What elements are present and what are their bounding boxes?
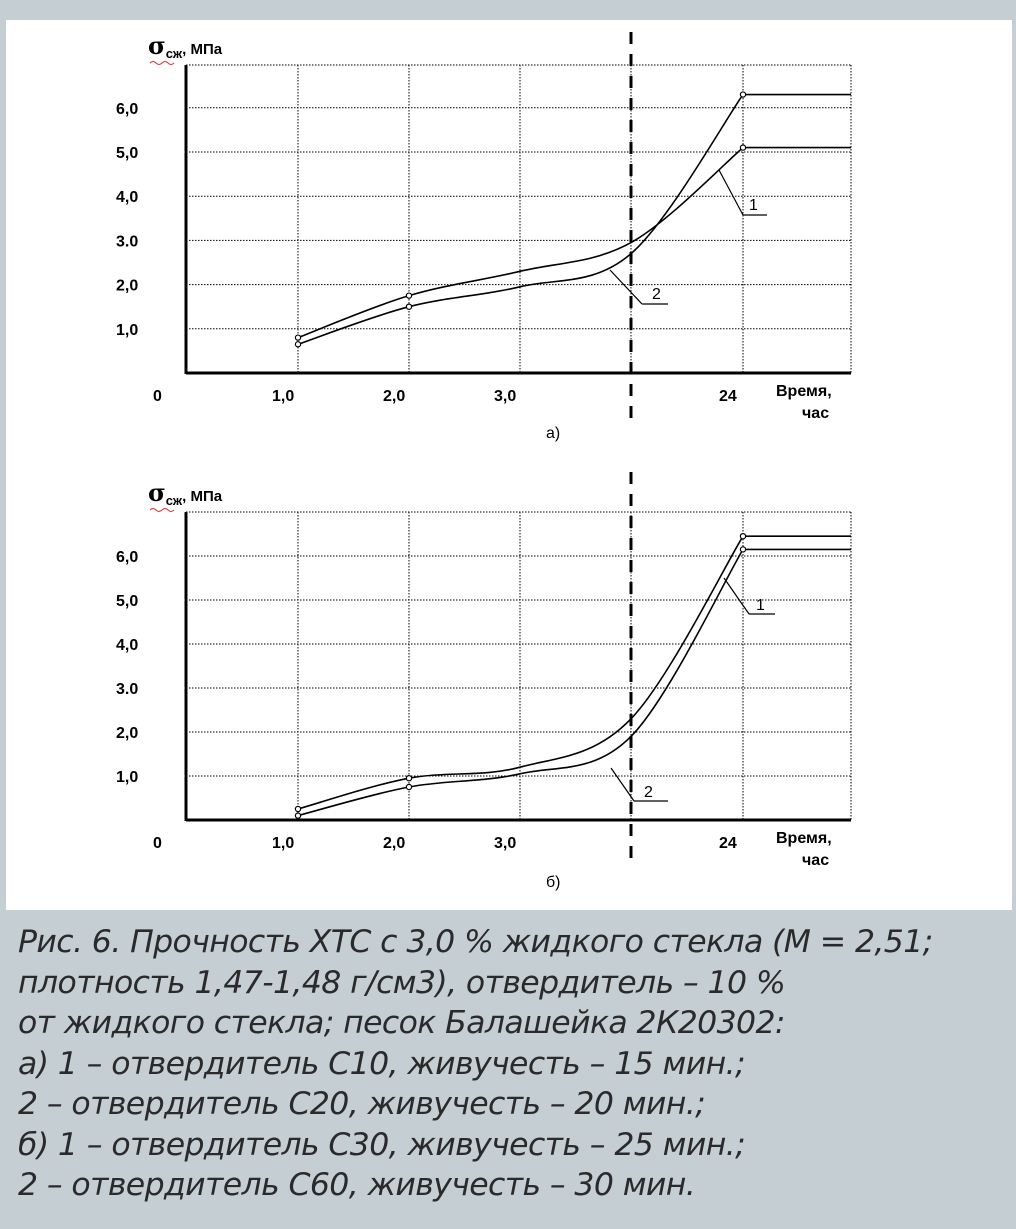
y-tick-label: 2,0: [116, 725, 138, 742]
x-axis-label-unit: час: [802, 852, 829, 869]
x-tick-label: 3,0: [494, 388, 516, 405]
series-1-line: [297, 146, 851, 339]
x-tick-label: 2,0: [383, 388, 405, 405]
series-1-point: [739, 144, 747, 151]
x-tick-label: 3,0: [494, 835, 516, 852]
series-2-point: [739, 91, 747, 98]
caption-line-6: б) 1 – отвердитель С30, живучесть – 25 м…: [18, 1126, 746, 1163]
series-2-line: [297, 548, 851, 817]
y-tick-label: 1,0: [116, 769, 138, 786]
caption-line-2: плотность 1,47-1,48 г/см3), отвердитель …: [18, 964, 786, 1001]
figure-panel: 1,0 2,0 3.0 4,0 5,0 6,0 0 1,0 2,0 3,0 24 Время, час σ…: [6, 20, 1012, 910]
y-tick-label: 6,0: [116, 101, 138, 118]
y-tick-label: 4,0: [116, 189, 138, 206]
x-tick-label: 24: [719, 388, 737, 405]
series-1-point: [739, 533, 747, 540]
y-tick-label: 6,0: [116, 549, 138, 566]
series-2-point: [294, 812, 302, 819]
y-tick-label: 1,0: [116, 322, 138, 339]
subfigure-label: б): [546, 874, 561, 891]
y-tick-label: 3.0: [116, 681, 138, 698]
curve-leader-line: [723, 577, 750, 615]
chart-1: 1,0 2,0 3.0 4,0 5,0 6,0 0 1,0 2,0 3,0 24 Время, час σ…: [116, 31, 852, 442]
y-axis-label: σсж, МПа: [148, 31, 223, 61]
caption-line-3: от жидкого стекла; песок Балашейка 2К203…: [18, 1005, 786, 1041]
chart-2: 1,0 2,0 3.0 4,0 5,0 6,0 0 1,0 2,0 3,0 24 Время, час σ…: [116, 472, 852, 891]
spellcheck-underline: [149, 508, 175, 512]
x-axis-label: Время,: [776, 383, 832, 400]
series-2-point: [405, 783, 413, 791]
x-axis-label: Время,: [776, 830, 832, 847]
curve-leader-line: [610, 767, 635, 802]
spellcheck-underline: [149, 61, 175, 65]
curve-number-label: 2: [652, 286, 661, 303]
curve-leader-line: [609, 269, 643, 305]
caption-line-4: а) 1 – отвердитель С10, живучесть – 15 м…: [18, 1045, 746, 1082]
series-2-point: [405, 303, 413, 310]
x-tick-label: 1,0: [272, 835, 294, 852]
x-axis-label-unit: час: [802, 405, 829, 422]
origin-label: 0: [153, 835, 162, 852]
y-axis-label: σсж, МПа: [148, 478, 223, 508]
x-tick-label: 2,0: [383, 835, 405, 852]
caption-line-1: Рис. 6. Прочность ХТС с 3,0 % жидкого ст…: [18, 924, 933, 960]
series-2-line: [297, 93, 851, 346]
y-tick-label: 4,0: [116, 637, 138, 654]
y-tick-label: 3.0: [116, 233, 138, 250]
origin-label: 0: [153, 388, 162, 405]
curve-number-label: 1: [756, 597, 765, 614]
caption-line-7: 2 – отвердитель С60, живучесть – 30 мин.: [18, 1167, 696, 1203]
series-1-point: [405, 775, 413, 782]
series-1-point: [294, 805, 302, 813]
series-1-line: [297, 535, 851, 810]
series-1-point: [294, 334, 302, 341]
subfigure-label: а): [546, 425, 560, 442]
caption-line-5: 2 – отвердитель С20, живучесть – 20 мин.…: [18, 1086, 706, 1122]
x-tick-label: 1,0: [272, 388, 294, 405]
curve-leader-line: [718, 169, 744, 216]
curve-number-label: 1: [749, 197, 758, 214]
charts-svg: 1,0 2,0 3.0 4,0 5,0 6,0 0 1,0 2,0 3,0 24 Время, час σ…: [116, 31, 852, 891]
series-1-point: [405, 292, 413, 299]
y-tick-label: 2,0: [116, 278, 138, 295]
figure-caption: Рис. 6. Прочность ХТС с 3,0 % жидкого ст…: [18, 922, 1003, 1206]
y-tick-label: 5,0: [116, 593, 138, 610]
x-tick-label: 24: [719, 835, 737, 852]
series-2-point: [739, 546, 747, 553]
series-2-point: [294, 341, 302, 348]
curve-number-label: 2: [644, 784, 653, 801]
y-tick-label: 5,0: [116, 145, 138, 162]
